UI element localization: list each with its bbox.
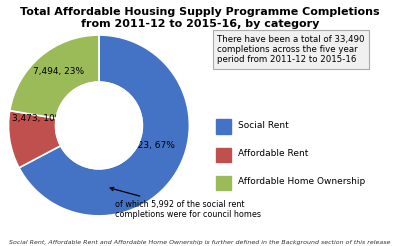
Wedge shape <box>19 35 189 216</box>
FancyBboxPatch shape <box>216 176 230 190</box>
Text: Affordable Rent: Affordable Rent <box>238 149 308 158</box>
Text: 22,523, 67%: 22,523, 67% <box>118 141 174 150</box>
Text: 7,494, 23%: 7,494, 23% <box>33 67 84 76</box>
Text: Social Rent, Affordable Rent and Affordable Home Ownership is further defined in: Social Rent, Affordable Rent and Afforda… <box>9 240 391 245</box>
FancyBboxPatch shape <box>216 148 230 162</box>
Circle shape <box>56 82 142 169</box>
FancyBboxPatch shape <box>216 119 230 134</box>
Text: 3,473, 10%: 3,473, 10% <box>12 114 63 123</box>
Text: There have been a total of 33,490
completions across the five year
period from 2: There have been a total of 33,490 comple… <box>218 35 365 64</box>
Text: Social Rent: Social Rent <box>238 121 289 130</box>
Text: of which 5,992 of the social rent
completions were for council homes: of which 5,992 of the social rent comple… <box>110 187 261 219</box>
Text: Total Affordable Housing Supply Programme Completions
from 2011-12 to 2015-16, b: Total Affordable Housing Supply Programm… <box>20 7 380 29</box>
Wedge shape <box>8 111 60 168</box>
Text: Affordable Home Ownership: Affordable Home Ownership <box>238 177 365 186</box>
Wedge shape <box>10 35 99 118</box>
